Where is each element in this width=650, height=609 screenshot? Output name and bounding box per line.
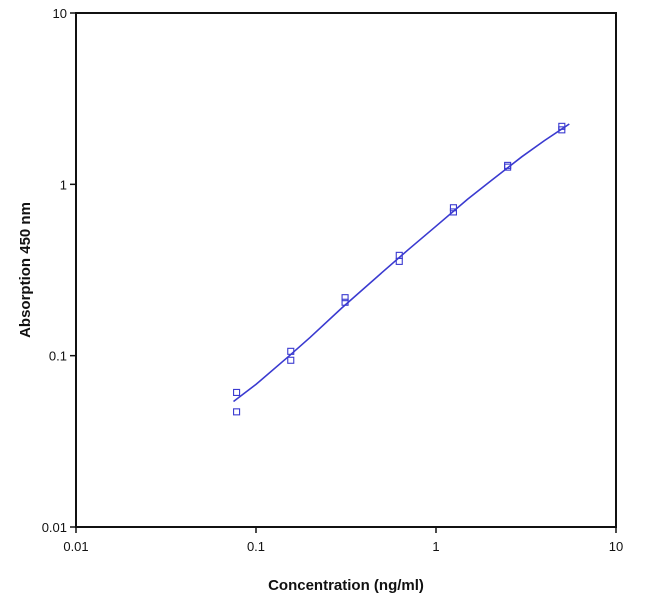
fit-curve (233, 123, 570, 403)
data-point (449, 208, 457, 216)
y-tick-label: 0.01 (42, 520, 67, 535)
y-axis-title: Absorption 450 nm (17, 202, 34, 338)
data-point (233, 388, 241, 396)
data-point (504, 163, 512, 171)
data-point (287, 356, 295, 364)
data-point (233, 408, 241, 416)
y-tick-label: 1 (60, 177, 67, 192)
x-tick-label: 1 (432, 539, 439, 554)
y-tick-label: 10 (53, 6, 67, 21)
data-point (395, 257, 403, 265)
data-point (287, 347, 295, 355)
data-point (558, 126, 566, 134)
axis-ticks: 0.01 0.1 1 10 0.01 0.1 1 10 (42, 6, 624, 554)
data-points-group (233, 122, 566, 416)
x-axis-title: Concentration (ng/ml) (268, 577, 424, 594)
plot-frame (75, 12, 617, 528)
data-point (449, 204, 457, 212)
data-point (341, 294, 349, 302)
fit-curve-group (233, 123, 570, 403)
y-tick-label: 0.1 (49, 349, 67, 364)
x-tick-label: 0.1 (247, 539, 265, 554)
x-tick-label: 10 (609, 539, 623, 554)
x-tick-label: 0.01 (63, 539, 88, 554)
data-point (341, 298, 349, 306)
